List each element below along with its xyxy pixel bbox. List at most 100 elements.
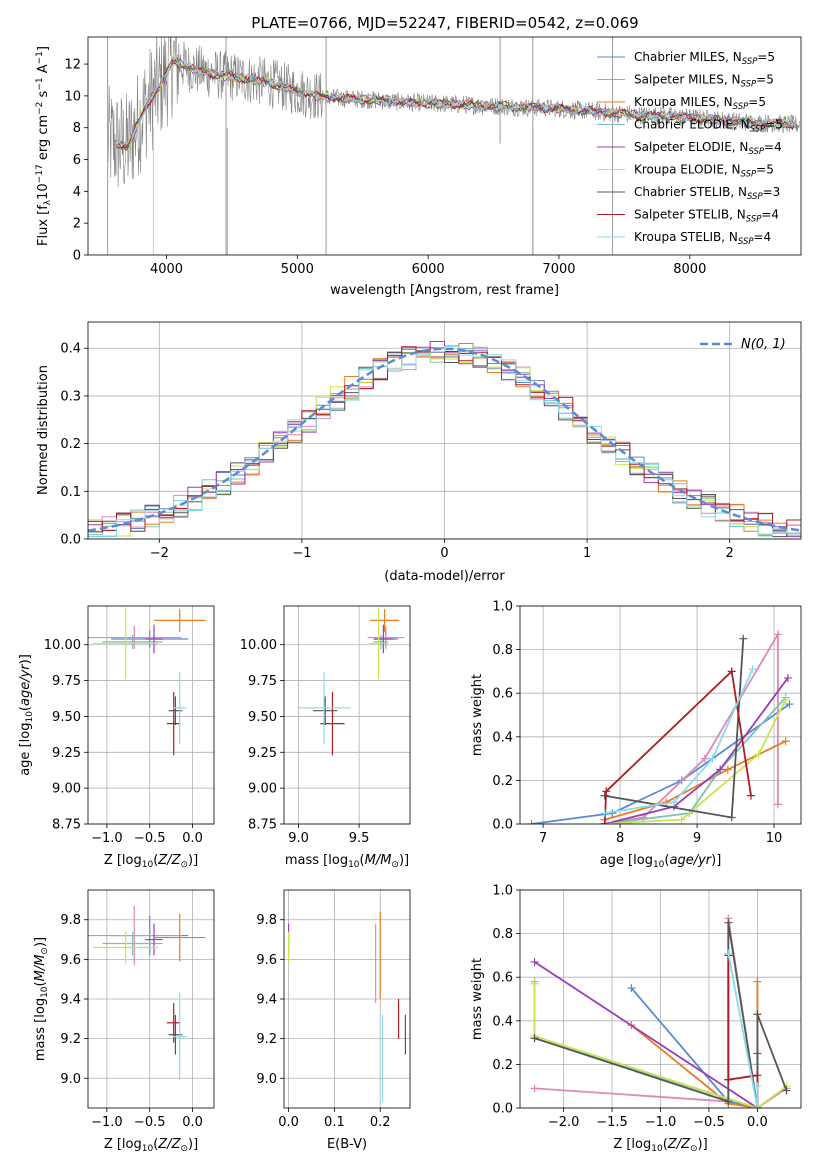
x-tick-label: 8000 (673, 262, 706, 277)
y-tick-label: 0.1 (60, 485, 81, 500)
x-axis-label: Z [log10(Z/Z⊙)] (613, 1137, 707, 1154)
y-tick-label: 0.6 (492, 971, 513, 986)
y-tick-label: 12 (64, 58, 81, 73)
y-tick-label: 9.00 (52, 782, 81, 797)
weight-line (604, 668, 754, 814)
plot-area (527, 630, 794, 824)
y-tick-label: 4 (73, 185, 81, 200)
plot-area (530, 914, 791, 1108)
y-tick-label: 9.50 (52, 710, 81, 725)
mass-vs-extinction-panel: 0.0 0.1 0.2 9.0 9.2 9.4 9.6 9.8 E(B-V) (256, 889, 411, 1152)
weight-line (604, 696, 787, 824)
weight-marker (724, 918, 733, 927)
weight-marker (739, 634, 748, 643)
y-tick-label: 9.2 (256, 1032, 277, 1047)
weight-marker (727, 667, 736, 676)
weight-marker (600, 820, 609, 824)
mass-vs-metallicity-panel: −1.0 −0.5 0.0 9.0 9.2 9.4 9.6 9.8 Z [log10(Z/Z⊙)… (33, 889, 215, 1154)
y-tick-label: 0.4 (60, 342, 81, 357)
plot-area (297, 607, 404, 756)
y-tick-label: 9.4 (60, 993, 81, 1008)
legend-entry: Kroupa MILES, NSSP=5 (634, 95, 766, 112)
x-tick-label: −2.0 (548, 1115, 580, 1130)
legend-entry: Kroupa ELODIE, NSSP=5 (634, 163, 774, 180)
weight-marker (785, 700, 794, 709)
x-axis-label: mass [log10(M/M⊙)] (285, 853, 409, 870)
y-tick-label: 9.25 (52, 746, 81, 761)
axes-frame: −1.0 −0.5 0.0 9.0 9.2 9.4 9.6 9.8 (60, 889, 215, 1130)
x-tick-label: −1.0 (645, 1115, 677, 1130)
axes-frame: −2 −1 0 1 2 0.0 0.1 0.2 0.3 0.4 (60, 321, 802, 561)
x-tick-label: 0.2 (370, 1115, 391, 1130)
model-spectrum (113, 62, 795, 150)
x-tick-label: −2 (150, 546, 169, 561)
x-tick-label: −0.5 (693, 1115, 725, 1130)
weight-marker (748, 665, 757, 674)
weight-marker (753, 1010, 762, 1019)
weight-marker (783, 673, 792, 682)
figure-title: PLATE=0766, MJD=52247, FIBERID=0542, z=0… (251, 14, 638, 32)
y-tick-label: 0.4 (492, 730, 513, 745)
x-tick-label: 1 (583, 546, 591, 561)
weight-line (604, 677, 789, 824)
weight-marker (753, 1104, 762, 1108)
x-tick-label: 10 (766, 831, 783, 846)
legend-entry: Chabrier ELODIE, NSSP=5 (634, 118, 783, 135)
weight-marker (600, 791, 609, 800)
legend: Chabrier MILES, NSSP=5 Salpeter MILES, NS… (597, 50, 783, 247)
y-tick-label: 1.0 (492, 884, 513, 899)
plot-area (88, 905, 206, 1081)
weight-marker (753, 1082, 762, 1091)
weight-marker (727, 813, 736, 822)
weight-vs-age-panel: 7 8 9 10 0.0 0.2 0.4 0.6 0.8 1.0 age [log10(age/yr… (470, 600, 802, 870)
weight-marker (723, 765, 732, 774)
axes-border (87, 605, 215, 825)
x-tick-label: 0.1 (324, 1115, 345, 1130)
x-tick-label: 7 (539, 831, 547, 846)
weight-marker (527, 820, 536, 824)
x-axis-label: E(B-V) (327, 1137, 367, 1152)
y-axis-label: mass [log10(M/M⊙)] (33, 937, 50, 1061)
weight-line (531, 703, 791, 824)
legend-entry: Chabrier MILES, NSSP=5 (634, 50, 775, 67)
legend: N(0, 1) (700, 337, 786, 352)
axes-frame: 9.0 9.5 8.75 9.00 9.25 9.50 9.75 10.00 (240, 605, 411, 846)
weight-line (604, 699, 787, 824)
weight-marker (530, 957, 539, 966)
x-tick-label: −1.5 (596, 1115, 628, 1130)
weight-marker (677, 815, 686, 824)
y-tick-label: 0.0 (492, 1102, 513, 1117)
residual-histogram-panel: −2 −1 0 1 2 0.0 0.1 0.2 0.3 0.4 N(0, 1) (data-model… (36, 321, 802, 584)
legend-entry: N(0, 1) (741, 337, 786, 352)
x-axis-label: wavelength [Angstrom, rest frame] (330, 283, 559, 298)
x-axis-label: Z [log10(Z/Z⊙)] (104, 853, 198, 870)
x-tick-label: 9.5 (349, 831, 370, 846)
weight-marker (724, 1097, 733, 1106)
weight-marker (782, 1086, 791, 1095)
weight-vs-metallicity-panel: −2.0 −1.5 −1.0 −0.5 0.0 0.0 0.2 0.4 0.6 0.8 1.0 Z [… (470, 884, 802, 1154)
weight-marker (530, 1034, 539, 1043)
axes-border (283, 605, 411, 825)
weight-marker (746, 791, 755, 800)
y-axis-label: mass weight (470, 674, 485, 756)
legend-entry: Kroupa STELIB, NSSP=4 (634, 230, 771, 247)
y-tick-label: 9.4 (256, 993, 277, 1008)
weight-line (727, 953, 759, 1108)
y-tick-label: 0 (73, 249, 81, 264)
y-axis-label: age [log10(age/yr)] (18, 654, 35, 776)
weight-marker (708, 754, 717, 763)
y-tick-label: 0.8 (492, 643, 513, 658)
y-tick-label: 10.00 (44, 638, 81, 653)
x-tick-label: 5000 (281, 262, 314, 277)
weight-line (533, 983, 788, 1108)
axes-frame: 7 8 9 10 0.0 0.2 0.4 0.6 0.8 1.0 (492, 600, 802, 846)
axes-frame: 0.0 0.1 0.2 9.0 9.2 9.4 9.6 9.8 (256, 889, 411, 1130)
y-tick-label: 0.4 (492, 1014, 513, 1029)
y-tick-label: 9.25 (248, 746, 277, 761)
y-tick-label: 6 (73, 153, 81, 168)
model-spectrum (113, 61, 795, 148)
weight-line (534, 922, 788, 1108)
x-tick-label: 9.0 (288, 831, 309, 846)
plot-area (88, 607, 206, 756)
